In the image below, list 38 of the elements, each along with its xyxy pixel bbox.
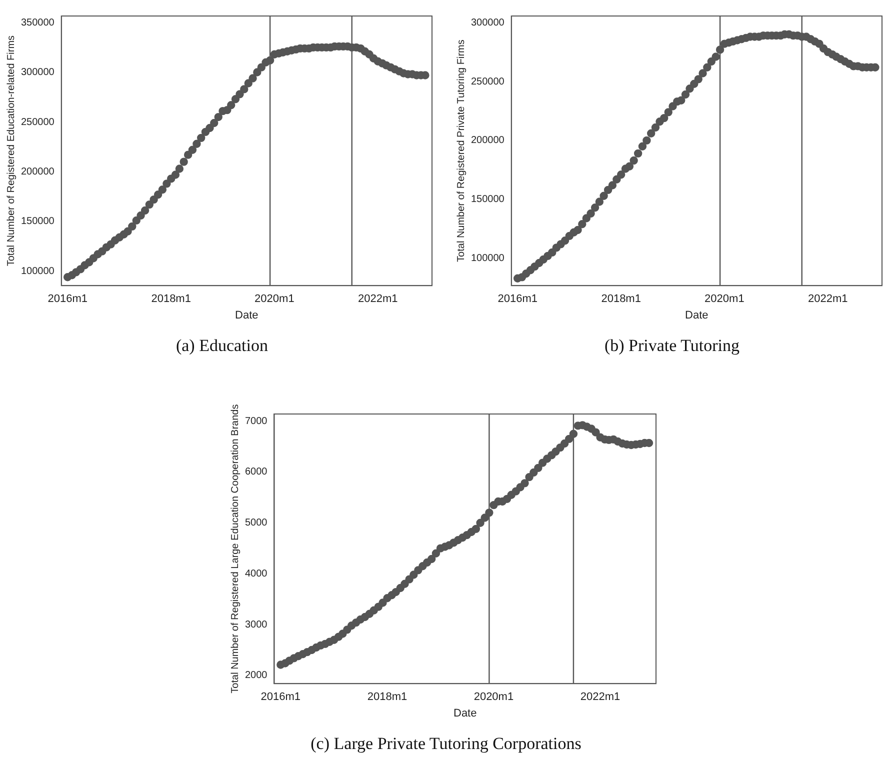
y-tick-label: 200000: [470, 135, 505, 146]
y-tick-label: 200000: [20, 166, 55, 178]
y-axis-title: Total Number of Registered Private Tutoring Firms: [456, 40, 467, 262]
text: (b) Private Tutoring: [603, 336, 741, 356]
x-tick-label: 2022m1: [358, 293, 398, 306]
x-tick-label: 2020m1: [704, 293, 744, 306]
y-tick-label: 300000: [470, 17, 505, 28]
text: (c) Large Private Tutoring Corporations: [310, 734, 582, 754]
x-tick-label: 2016m1: [48, 293, 88, 306]
x-tick-label: 2016m1: [260, 691, 301, 704]
text: (a) Education: [174, 336, 270, 356]
y-tick-label: 100000: [470, 253, 505, 264]
y-tick-label: 4000: [244, 568, 268, 580]
x-tick-label: 2018m1: [367, 691, 408, 704]
x-tick-label: 2022m1: [808, 293, 848, 306]
y-tick-label: 300000: [20, 67, 55, 78]
x-tick-label: 2018m1: [601, 293, 641, 306]
x-tick-label: 2022m1: [580, 691, 620, 704]
x-axis-title: Date: [235, 309, 258, 322]
x-tick-label: 2020m1: [474, 691, 514, 704]
y-axis-title: Total Number of Registered Education-related Firms: [6, 35, 17, 266]
x-tick-label: 2020m1: [254, 293, 294, 306]
y-axis-title: Total Number of Registered Large Education Cooperation Brands: [230, 404, 241, 694]
y-tick-label: 2000: [244, 670, 268, 682]
x-axis-title: Date: [454, 707, 477, 720]
y-tick-label: 250000: [470, 76, 505, 88]
y-tick-label: 150000: [470, 194, 505, 206]
y-tick-label: 250000: [20, 116, 55, 128]
y-tick-label: 3000: [244, 619, 268, 630]
x-tick-label: 2018m1: [151, 293, 191, 306]
x-tick-label: 2016m1: [498, 293, 538, 306]
y-tick-label: 7000: [244, 416, 268, 427]
y-tick-label: 6000: [244, 466, 268, 478]
y-tick-label: 100000: [20, 266, 55, 277]
y-tick-label: 5000: [244, 518, 268, 529]
y-tick-label: 150000: [20, 216, 55, 228]
x-axis-title: Date: [685, 309, 708, 322]
y-tick-label: 350000: [20, 17, 55, 28]
